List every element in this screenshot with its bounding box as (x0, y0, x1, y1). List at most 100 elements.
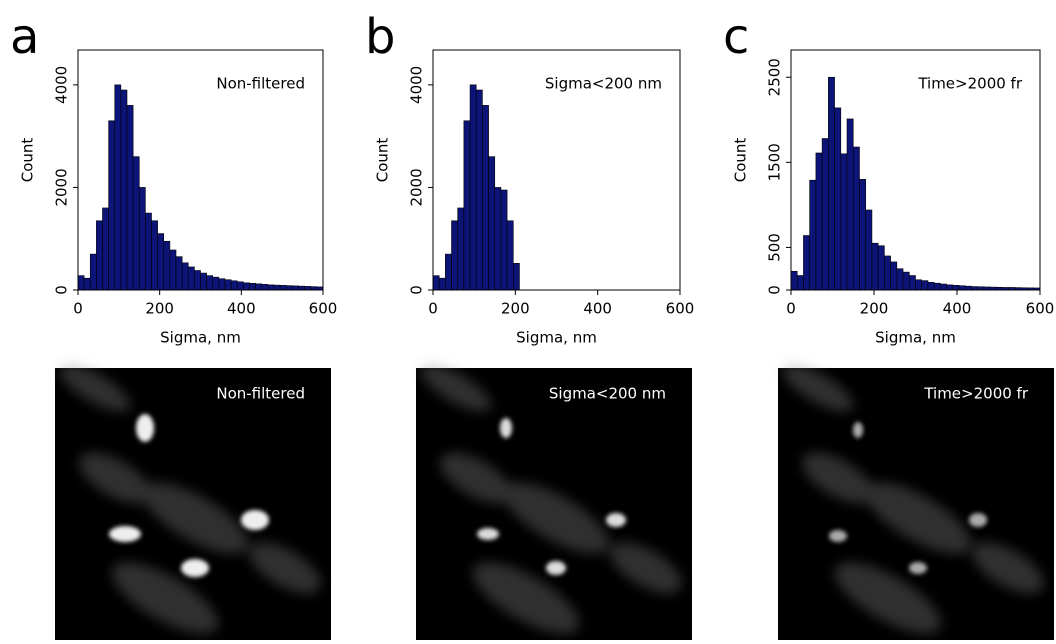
bar (840, 153, 848, 291)
bar (218, 278, 226, 291)
bar (261, 284, 269, 291)
x-tick-label: 200 (145, 300, 174, 318)
bar (877, 245, 885, 291)
bar (915, 279, 923, 291)
bar (834, 107, 842, 291)
bar (138, 187, 146, 291)
image-label: Time>2000 fr (923, 385, 1029, 403)
bar (821, 138, 829, 291)
bar (279, 285, 287, 291)
bar (940, 283, 947, 291)
x-tick-label: 600 (666, 300, 695, 318)
y-axis-label: Count (19, 138, 37, 183)
bar (884, 255, 891, 291)
bar (908, 275, 916, 291)
y-tick-label: 4000 (53, 66, 71, 104)
annotation: Sigma<200 nm (545, 75, 662, 93)
bar (964, 285, 972, 291)
image-label: Sigma<200 nm (549, 385, 666, 403)
panel-label: a (10, 9, 39, 65)
x-tick-label: 200 (860, 300, 889, 318)
bar (108, 120, 116, 291)
bar (304, 286, 312, 291)
x-axis-label: Sigma, nm (160, 329, 241, 347)
bar (803, 235, 810, 291)
bar (102, 207, 109, 291)
annotation: Non-filtered (216, 75, 305, 93)
bar (126, 105, 134, 291)
bar (432, 275, 440, 291)
bar (187, 266, 195, 291)
bar (871, 242, 879, 291)
bar (267, 284, 275, 291)
bar (175, 256, 183, 291)
bar (457, 207, 465, 291)
x-tick-label: 400 (943, 300, 972, 318)
bar (488, 156, 496, 291)
panel-label: b (365, 9, 395, 65)
bar (946, 284, 954, 291)
bar (451, 220, 458, 291)
bar (921, 280, 929, 291)
y-tick-label: 2500 (766, 58, 784, 96)
bar (896, 268, 904, 291)
bar (828, 76, 835, 291)
bar (83, 277, 91, 291)
x-tick-label: 0 (73, 300, 83, 318)
bar (89, 253, 97, 291)
y-axis-label: Count (732, 138, 750, 183)
bar (506, 220, 514, 291)
bar (249, 283, 256, 291)
bar (971, 286, 979, 291)
bar (224, 279, 232, 291)
bar (120, 89, 128, 291)
x-tick-label: 200 (501, 300, 530, 318)
bar (114, 84, 122, 291)
bar (445, 253, 452, 291)
bar (243, 282, 250, 291)
bar (298, 285, 305, 291)
bar (194, 270, 201, 291)
bar (958, 285, 966, 291)
x-tick-label: 400 (583, 300, 612, 318)
image-b (414, 356, 692, 640)
bar (846, 118, 854, 291)
bar (169, 249, 177, 291)
bar (933, 282, 941, 291)
x-axis-label: Sigma, nm (516, 329, 597, 347)
bar (181, 262, 189, 291)
bar (212, 276, 220, 291)
plot-frame (790, 49, 1041, 291)
y-axis-label: Count (374, 138, 392, 183)
y-tick-label: 0 (408, 285, 426, 295)
bar (790, 270, 798, 291)
bar (952, 285, 960, 291)
bar (512, 263, 520, 291)
bar (865, 209, 873, 291)
y-tick-label: 1500 (766, 143, 784, 181)
bar (151, 220, 158, 291)
bar (292, 285, 299, 291)
bar (132, 156, 140, 291)
bar (796, 275, 804, 291)
bar (157, 233, 165, 291)
annotation: Time>2000 fr (917, 75, 1023, 93)
x-tick-label: 600 (1026, 300, 1055, 318)
y-tick-label: 500 (766, 233, 784, 262)
bar (236, 281, 244, 291)
x-tick-label: 400 (227, 300, 256, 318)
x-tick-label: 0 (786, 300, 796, 318)
bar (494, 187, 502, 291)
x-axis-label: Sigma, nm (875, 329, 956, 347)
y-tick-label: 0 (766, 285, 784, 295)
bar (852, 146, 860, 291)
bar (463, 120, 471, 291)
bar (475, 89, 483, 291)
bar (859, 179, 866, 291)
y-tick-label: 0 (53, 285, 71, 295)
bar (206, 275, 214, 291)
bar (927, 282, 935, 291)
plot-frame (432, 49, 681, 291)
bar (469, 84, 477, 291)
